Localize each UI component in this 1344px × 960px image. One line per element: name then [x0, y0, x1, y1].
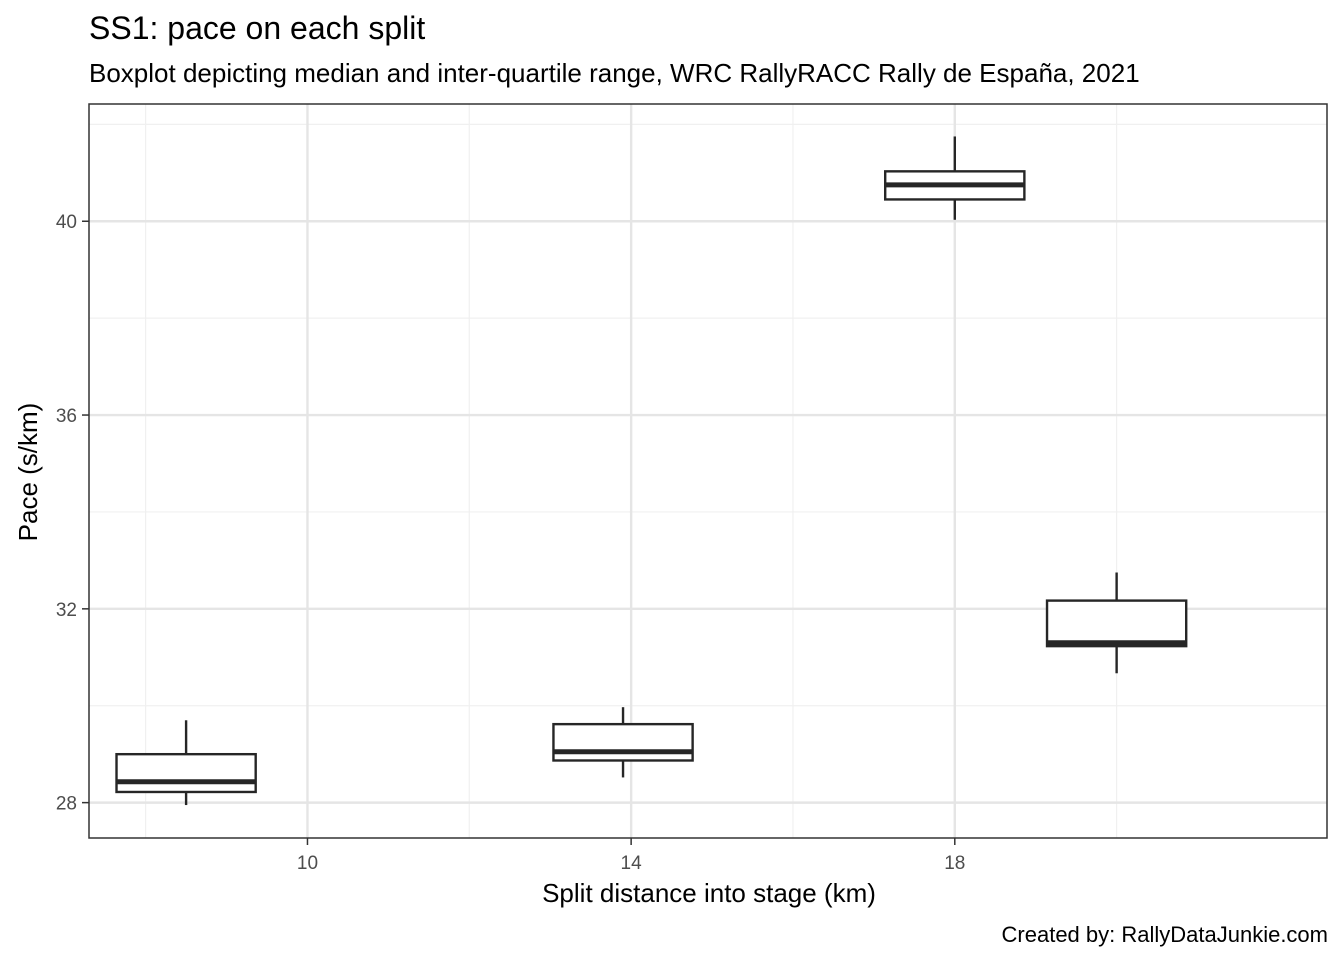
y-tick-label: 32	[56, 600, 77, 621]
x-tick-label: 18	[944, 853, 965, 874]
y-axis-label: Pace (s/km)	[13, 403, 43, 542]
boxes	[115, 136, 1188, 806]
grid-lines	[89, 104, 1327, 838]
x-tick-label: 10	[297, 853, 318, 874]
y-tick-label: 40	[56, 212, 77, 233]
y-tick-label: 28	[56, 794, 77, 815]
chart-title: SS1: pace on each split	[89, 10, 425, 46]
plot-panel-border	[88, 103, 1328, 839]
y-tick-label: 36	[56, 406, 77, 427]
x-tick-label: 14	[621, 853, 643, 874]
box-iqr	[552, 722, 694, 762]
x-axis-label: Split distance into stage (km)	[542, 878, 876, 908]
axis-ticks: 10 14 18 28 32 36 40	[56, 212, 966, 874]
box-iqr	[1045, 599, 1188, 648]
caption: Created by: RallyDataJunkie.com	[1002, 922, 1328, 947]
box-iqr	[115, 752, 257, 794]
chart-subtitle: Boxplot depicting median and inter-quart…	[89, 58, 1140, 88]
